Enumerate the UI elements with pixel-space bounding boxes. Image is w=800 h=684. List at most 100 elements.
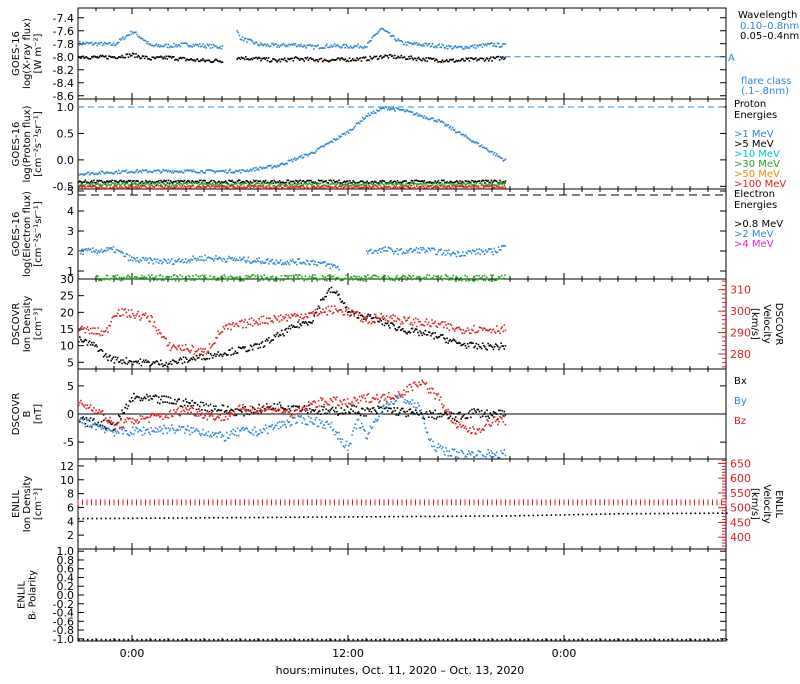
data-point — [381, 277, 383, 279]
data-point — [87, 344, 89, 346]
data-point — [121, 277, 123, 279]
data-point — [396, 320, 398, 322]
data-point — [467, 343, 469, 345]
data-point — [305, 264, 307, 266]
data-point — [101, 428, 103, 430]
data-point — [364, 317, 366, 319]
data-point — [133, 315, 135, 317]
data-point — [337, 311, 339, 313]
data-point — [324, 280, 326, 282]
data-point — [373, 182, 375, 184]
data-point — [493, 329, 495, 331]
data-point — [438, 180, 440, 182]
data-point — [227, 258, 229, 260]
data-point — [213, 170, 215, 172]
data-point — [156, 261, 158, 263]
data-point — [503, 59, 505, 61]
data-point — [397, 180, 399, 182]
data-point — [236, 323, 238, 325]
data-point — [215, 45, 217, 47]
data-point — [395, 277, 397, 279]
data-point — [331, 306, 333, 308]
data-point — [113, 432, 115, 434]
data-point — [366, 317, 368, 319]
data-point — [478, 409, 480, 411]
data-point — [441, 61, 443, 63]
data-point — [291, 187, 293, 189]
data-point — [431, 45, 433, 47]
data-point — [109, 422, 111, 424]
data-point — [406, 250, 408, 252]
data-point — [313, 313, 315, 315]
data-point — [168, 344, 170, 346]
data-point — [135, 315, 137, 317]
data-point — [275, 264, 277, 266]
data-point — [282, 333, 284, 335]
data-point — [177, 276, 179, 278]
data-point — [414, 330, 416, 332]
data-point — [405, 180, 407, 182]
data-point — [470, 183, 472, 185]
data-point — [164, 364, 166, 366]
data-point — [324, 261, 326, 263]
data-point — [200, 259, 202, 261]
data-point — [435, 418, 437, 420]
data-point — [105, 278, 107, 280]
data-point — [173, 56, 175, 58]
data-point — [351, 182, 353, 184]
data-point — [93, 418, 95, 420]
data-point — [336, 291, 338, 293]
data-point — [155, 327, 157, 329]
data-point — [360, 57, 362, 59]
data-point — [480, 277, 482, 279]
data-point — [355, 277, 357, 279]
data-point — [147, 396, 149, 398]
data-point — [357, 279, 359, 281]
data-point — [181, 359, 183, 361]
data-point — [468, 346, 470, 348]
data-point — [474, 346, 476, 348]
data-point — [118, 183, 120, 185]
data-point — [151, 363, 153, 365]
data-point — [107, 58, 109, 60]
data-point — [339, 46, 341, 48]
data-point — [400, 409, 402, 411]
data-point — [335, 279, 337, 281]
data-point — [160, 180, 162, 182]
data-point — [445, 183, 447, 185]
data-point — [450, 255, 452, 257]
data-point — [228, 276, 230, 278]
data-point — [227, 354, 229, 356]
data-point — [329, 411, 331, 413]
data-point — [130, 316, 132, 318]
data-point — [346, 309, 348, 311]
data-point — [213, 405, 215, 407]
data-point — [285, 182, 287, 184]
data-point — [118, 42, 120, 44]
data-point — [113, 278, 115, 280]
data-point — [81, 249, 83, 251]
data-point — [345, 274, 347, 276]
data-point — [308, 59, 310, 61]
data-point — [371, 323, 373, 325]
data-point — [99, 187, 101, 189]
data-point — [199, 278, 201, 280]
data-point — [91, 332, 93, 334]
data-point — [470, 186, 472, 188]
data-point — [384, 184, 386, 186]
data-point — [453, 187, 455, 189]
data-point — [325, 45, 327, 47]
data-point — [390, 279, 392, 281]
data-point — [447, 276, 449, 278]
data-point — [500, 278, 502, 280]
data-point — [426, 411, 428, 413]
data-point — [202, 43, 204, 45]
data-point — [161, 396, 163, 398]
data-point — [293, 275, 295, 277]
data-point — [455, 45, 457, 47]
data-point — [424, 252, 426, 254]
data-point — [245, 56, 247, 58]
data-point — [430, 185, 432, 187]
data-point — [243, 40, 245, 42]
data-point — [255, 180, 257, 182]
